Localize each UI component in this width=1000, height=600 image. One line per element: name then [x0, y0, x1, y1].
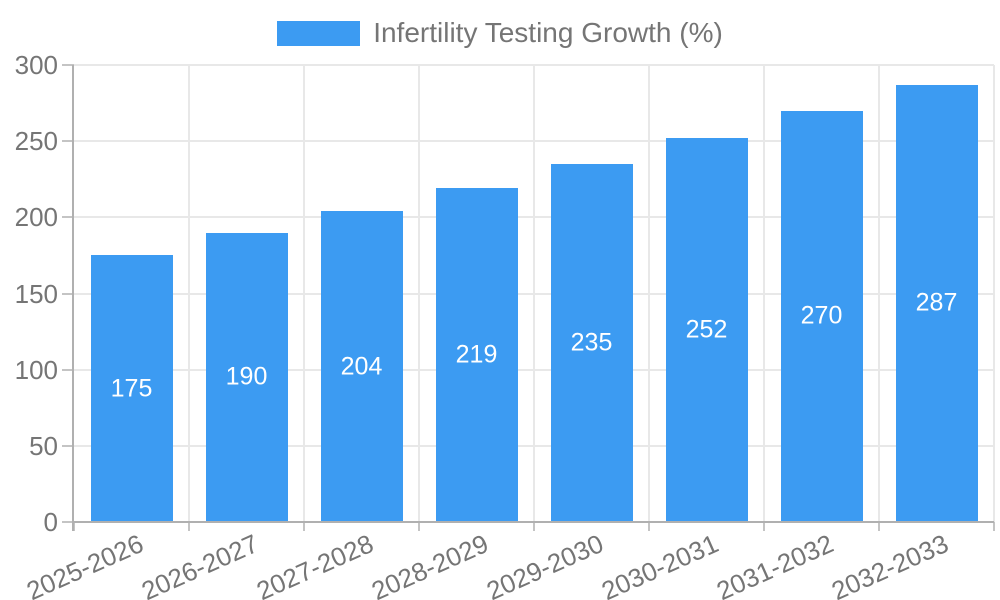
y-axis-tick	[62, 368, 74, 371]
bar[interactable]	[320, 211, 403, 522]
gridline	[533, 65, 535, 522]
x-axis-tick	[73, 522, 75, 531]
bar[interactable]	[550, 164, 633, 522]
legend-swatch-icon	[277, 20, 361, 46]
gridline	[763, 65, 765, 522]
x-axis-tick-label: 2029-2030	[482, 528, 608, 600]
x-axis-tick-label: 2031-2032	[712, 528, 838, 600]
y-axis-tick	[62, 444, 74, 447]
y-axis-tick-label: 150	[14, 278, 58, 309]
y-axis-tick-label: 200	[14, 202, 58, 233]
x-axis-tick	[533, 522, 535, 531]
x-axis-tick	[878, 522, 880, 531]
y-axis-tick	[62, 521, 74, 523]
y-axis-tick	[62, 140, 74, 143]
legend-item[interactable]: Infertility Testing Growth (%)	[277, 17, 723, 49]
x-axis-tick	[648, 522, 650, 531]
bar[interactable]	[895, 84, 978, 522]
x-axis-tick	[188, 522, 190, 531]
x-axis-tick	[993, 522, 995, 531]
gridline	[648, 65, 650, 522]
y-axis-line	[72, 65, 74, 531]
x-axis-tick-label: 2027-2028	[252, 528, 378, 600]
legend-label: Infertility Testing Growth (%)	[373, 17, 723, 48]
y-axis-tick-label: 100	[14, 354, 58, 385]
gridline	[418, 65, 420, 522]
x-axis-tick	[303, 522, 305, 531]
gridline	[303, 65, 305, 522]
gridline	[878, 65, 880, 522]
x-axis-tick-label: 2032-2033	[827, 528, 953, 600]
gridline	[993, 65, 995, 522]
x-axis-tick-label: 2025-2026	[22, 528, 148, 600]
y-axis-tick	[62, 216, 74, 219]
x-axis-tick-label: 2026-2027	[137, 528, 263, 600]
x-axis-tick-label: 2030-2031	[597, 528, 723, 600]
legend: Infertility Testing Growth (%)	[0, 17, 1000, 49]
bar[interactable]	[435, 188, 518, 522]
x-axis-tick-label: 2028-2029	[367, 528, 493, 600]
gridline	[188, 65, 190, 522]
gridline	[74, 64, 994, 66]
y-axis-tick-label: 250	[14, 126, 58, 157]
y-axis-tick-label: 0	[43, 507, 58, 537]
x-axis-tick	[763, 522, 765, 531]
y-axis-tick-label: 50	[29, 430, 58, 461]
y-axis-tick	[62, 292, 74, 295]
bar[interactable]	[205, 232, 288, 522]
y-axis-tick-label: 300	[14, 50, 58, 80]
bar[interactable]	[665, 138, 748, 522]
bar[interactable]	[780, 110, 863, 522]
y-axis-tick	[62, 64, 74, 66]
x-axis-tick	[418, 522, 420, 531]
bar[interactable]	[90, 255, 173, 522]
